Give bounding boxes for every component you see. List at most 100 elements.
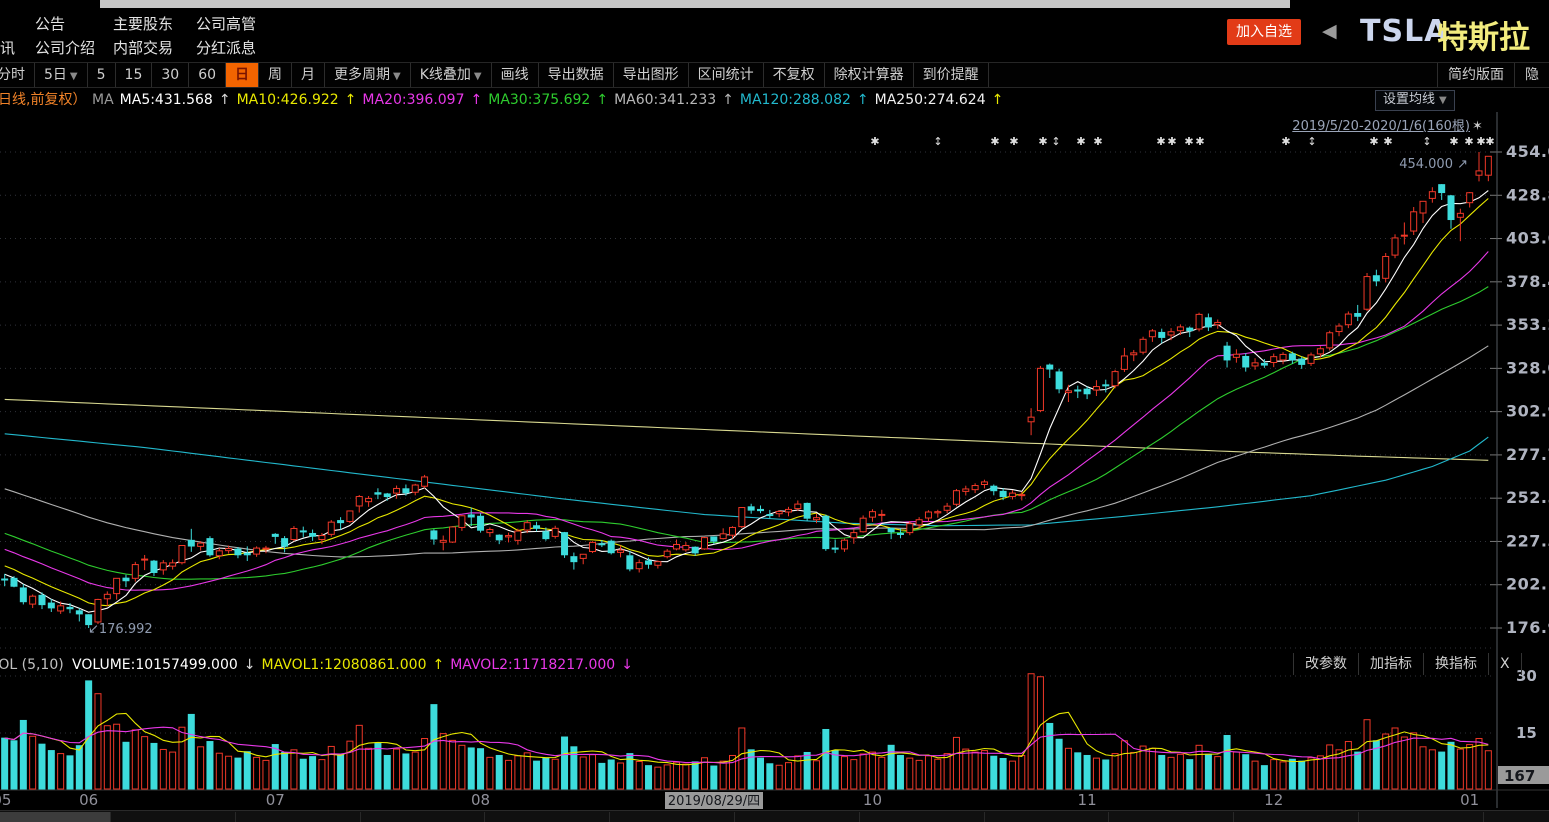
toolbar-item-1[interactable]: 5日 ▼	[35, 63, 88, 87]
menu-executives[interactable]: 公司高管	[196, 15, 257, 33]
scrollbar-thumb[interactable]	[0, 812, 110, 822]
add-watchlist-button[interactable]: 加入自选	[1227, 19, 1301, 45]
event-marker-icon[interactable]: ✱	[1184, 135, 1193, 148]
toolbar-item-10[interactable]: K线叠加 ▼	[411, 63, 492, 87]
candle	[1438, 184, 1446, 194]
toolbar-item-16[interactable]: 除权计算器	[825, 63, 914, 87]
stock-name: 特斯拉	[1437, 20, 1530, 56]
ma-settings-button[interactable]: 设置均线 ▼	[1375, 90, 1455, 111]
menu-company-profile[interactable]: 公司介绍	[35, 39, 96, 57]
candle	[896, 532, 904, 536]
volume-bar	[337, 753, 345, 790]
back-arrow-icon[interactable]: ◀	[1322, 20, 1337, 42]
event-marker-icon[interactable]: ✱	[1009, 135, 1018, 148]
event-marker-icon[interactable]: ✱	[1369, 135, 1378, 148]
candle	[1410, 211, 1418, 232]
candle	[812, 517, 820, 521]
toolbar-item-9[interactable]: 更多周期 ▼	[325, 63, 411, 87]
toolbar-item-15[interactable]: 不复权	[764, 63, 825, 87]
pin-icon[interactable]: ✶	[1472, 119, 1483, 134]
ma60-line	[4, 345, 1489, 558]
event-marker-icon[interactable]: ✱	[870, 135, 879, 148]
event-marker-icon[interactable]: ↕	[1307, 135, 1316, 148]
period-toolbar: 分时 5日 ▼ 5 15 30 60 日周月更多周期 ▼ K线叠加 ▼ 画线 导出数据 导出图形 区间统计不…	[0, 62, 1549, 88]
price-tick-label: 302.905	[1506, 402, 1549, 421]
ma-value-3: MA30:375.692	[488, 92, 591, 108]
toolbar-period-day[interactable]: 日	[226, 63, 260, 87]
volume-bar	[1400, 736, 1408, 790]
event-marker-icon[interactable]: ✱	[1156, 135, 1165, 148]
volume-bar	[850, 759, 858, 790]
event-marker-icon[interactable]: ✱	[1167, 135, 1176, 148]
candle	[271, 533, 279, 537]
menu-major-shareholders[interactable]: 主要股东	[113, 15, 174, 33]
volume-bar	[701, 757, 709, 790]
toolbar-item-14[interactable]: 区间统计	[689, 63, 764, 87]
event-marker-icon[interactable]: ✱	[1076, 135, 1085, 148]
volume-indicator-row: VOL (5,10) VOLUME:10157499.000 ↓ MAVOL1:12…	[0, 653, 1549, 678]
volume-bar	[635, 761, 643, 790]
event-marker-icon[interactable]: ✱	[1038, 135, 1047, 148]
volume-bar	[1102, 759, 1110, 790]
volume-bar	[840, 756, 848, 790]
event-marker-icon[interactable]: ↕	[1422, 135, 1431, 148]
event-marker-icon[interactable]: ↕	[933, 135, 942, 148]
toolbar-item-17[interactable]: 到价提醒	[914, 63, 989, 87]
candle	[29, 595, 37, 605]
ma-indicator-row: （日线,前复权） MA MA5:431.568 ↑ MA10:426.922 ↑ MA20…	[0, 88, 1549, 134]
menu-dividends[interactable]: 分红派息	[196, 39, 257, 57]
event-marker-icon[interactable]: ✱	[1449, 135, 1458, 148]
candle	[635, 562, 643, 570]
event-marker-icon[interactable]: ✱	[1093, 135, 1102, 148]
event-marker-icon[interactable]: ↕	[1051, 135, 1060, 148]
event-marker-icon[interactable]: ✱	[990, 135, 999, 148]
candle	[1139, 338, 1147, 353]
event-marker-icon[interactable]: ✱	[1195, 135, 1204, 148]
toolbar-item-13[interactable]: 导出图形	[614, 63, 689, 87]
candle	[617, 549, 625, 553]
volume-bar	[253, 756, 261, 790]
volume-bar	[617, 762, 625, 790]
toolbar-right-item-0[interactable]: 简约版面	[1437, 63, 1514, 87]
toolbar-item-12[interactable]: 导出数据	[539, 63, 614, 87]
candle	[131, 564, 139, 579]
volume-bar	[449, 739, 457, 790]
candle	[570, 556, 578, 563]
event-marker-icon[interactable]: ✱	[1485, 135, 1494, 148]
ma-value-0: MA5:431.568	[119, 92, 213, 108]
switch-indicator-button[interactable]: 换指标	[1423, 653, 1488, 675]
candle	[38, 594, 46, 606]
volume-bar	[859, 753, 867, 790]
candle	[10, 577, 18, 587]
toolbar-item-5[interactable]: 60	[189, 63, 227, 87]
toolbar-item-8[interactable]: 月	[292, 63, 326, 87]
change-params-button[interactable]: 改参数	[1293, 653, 1358, 675]
toolbar-item-7[interactable]: 周	[259, 63, 293, 87]
volume-bar	[1195, 744, 1203, 790]
event-marker-icon[interactable]: ✱	[1476, 135, 1485, 148]
add-indicator-button[interactable]: 加指标	[1358, 653, 1423, 675]
candle	[1176, 326, 1184, 332]
event-marker-icon[interactable]: ✱	[1464, 135, 1473, 148]
toolbar-item-4[interactable]: 30	[152, 63, 190, 87]
volume-bar	[514, 755, 522, 790]
toolbar-right-item-1[interactable]: 隐	[1514, 63, 1549, 87]
menu-news[interactable]: 资讯	[0, 39, 16, 57]
chart-scrollbar[interactable]	[0, 810, 1549, 822]
toolbar-item-2[interactable]: 5	[88, 63, 116, 87]
date-range-link[interactable]: 2019/5/20-2020/1/6(160根)	[1292, 119, 1470, 134]
toolbar-item-11[interactable]: 画线	[492, 63, 539, 87]
candle	[579, 553, 587, 559]
close-indicator-icon[interactable]: X	[1488, 653, 1522, 675]
event-marker-icon[interactable]: ✱	[1383, 135, 1392, 148]
candle	[607, 540, 615, 554]
volume-bar	[477, 748, 485, 790]
menu-announcements[interactable]: 公告	[35, 15, 66, 33]
toolbar-item-3[interactable]: 15	[116, 63, 153, 87]
candle	[719, 533, 727, 540]
menu-insider-trading[interactable]: 内部交易	[113, 39, 174, 57]
toolbar-item-0[interactable]: 分时	[0, 63, 35, 87]
volume-bar	[645, 765, 653, 790]
event-marker-icon[interactable]: ✱	[1281, 135, 1290, 148]
